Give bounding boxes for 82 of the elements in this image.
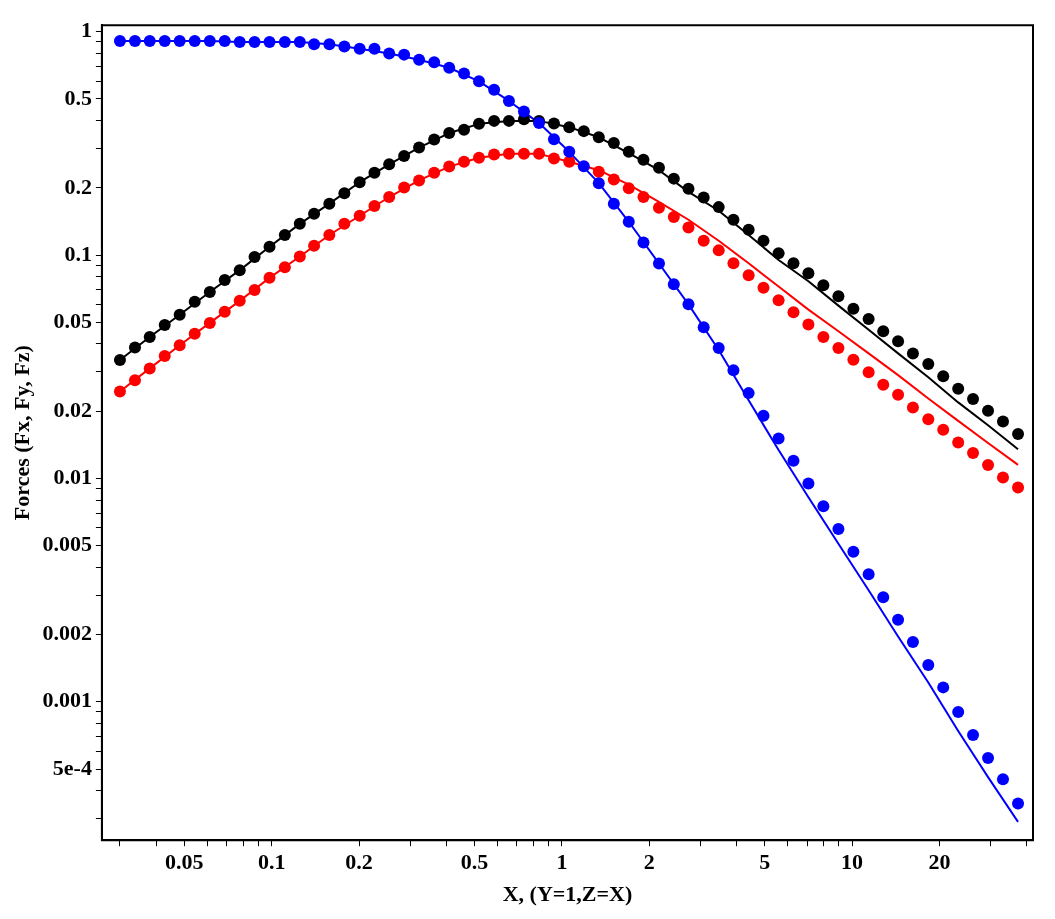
point (1012, 481, 1025, 494)
point (742, 269, 755, 282)
point (877, 378, 890, 391)
point (607, 173, 620, 186)
point (622, 182, 635, 195)
y-tick-label: 1 (80, 17, 92, 43)
point (353, 209, 366, 222)
point (652, 201, 665, 214)
point (787, 306, 800, 319)
point (248, 283, 261, 296)
point (592, 165, 605, 178)
x-tick-label: 0.5 (460, 849, 489, 875)
point (308, 239, 321, 252)
point (173, 339, 186, 352)
point (502, 147, 515, 160)
y-tick-label: 0.2 (64, 173, 92, 199)
y-tick-label: 0.002 (42, 620, 92, 646)
x-tick-label: 1 (556, 849, 568, 875)
point (368, 199, 381, 212)
point (458, 155, 471, 168)
point (637, 191, 650, 204)
y-tick-label: 0.1 (64, 240, 92, 266)
point (143, 362, 156, 375)
point (817, 330, 830, 343)
x-tick-label: 2 (643, 849, 655, 875)
point (517, 147, 530, 160)
point (233, 294, 246, 307)
y-tick-label: 0.5 (64, 84, 92, 110)
point (772, 294, 785, 307)
point (398, 181, 411, 194)
point (802, 318, 815, 331)
x-tick-label: 0.2 (345, 849, 373, 875)
point (263, 271, 276, 284)
y-axis-title: Forces (Fx, Fy, Fz) (8, 345, 34, 521)
x-tick-label: 5 (759, 849, 771, 875)
point (757, 281, 770, 294)
point (952, 436, 965, 449)
point (203, 316, 216, 329)
y-tick-label: 0.005 (42, 531, 92, 557)
point (547, 152, 560, 165)
point (278, 261, 291, 274)
point (383, 191, 396, 204)
point (847, 353, 860, 366)
point (906, 401, 919, 414)
x-tick-label: 0.05 (165, 849, 204, 875)
point (293, 250, 306, 263)
point (473, 151, 485, 164)
point (428, 166, 441, 179)
point (982, 458, 995, 471)
x-tick-label: 10 (841, 849, 864, 875)
point (413, 174, 426, 187)
point (862, 366, 875, 379)
point (937, 423, 950, 436)
point (967, 446, 980, 459)
point (488, 148, 501, 161)
x-axis-title: X, (Y=1,Z=X) (502, 881, 633, 907)
point (682, 221, 695, 234)
point (323, 229, 336, 242)
y-tick-label: 0.001 (42, 687, 92, 713)
point (338, 217, 351, 230)
point (218, 305, 231, 318)
point (443, 160, 456, 173)
point (158, 350, 171, 363)
point (832, 341, 845, 354)
y-tick-label: 5e-4 (52, 754, 92, 780)
point (667, 211, 680, 224)
x-tick-label: 20 (928, 849, 951, 875)
point (128, 374, 141, 387)
point (712, 244, 725, 257)
y-tick-label: 0.01 (53, 464, 92, 490)
point (727, 257, 740, 270)
point (188, 327, 201, 340)
point (922, 413, 935, 426)
point (697, 234, 710, 247)
y-tick-label: 0.05 (53, 308, 92, 334)
x-tick-label: 0.1 (257, 849, 286, 875)
point (533, 147, 546, 160)
point (996, 471, 1009, 484)
point (563, 155, 576, 168)
y-tick-label: 0.02 (53, 396, 92, 422)
point (892, 388, 905, 401)
point (113, 385, 126, 398)
